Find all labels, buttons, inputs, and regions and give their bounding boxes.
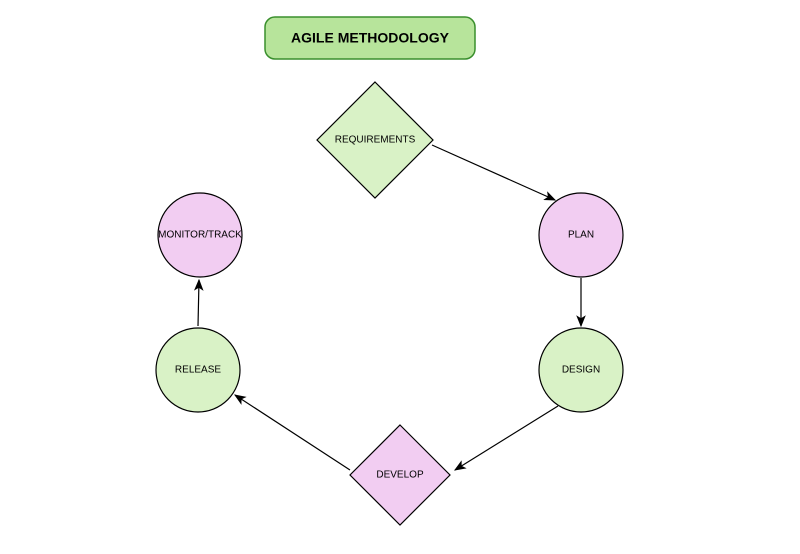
edges-layer (198, 145, 581, 470)
edge-develop-to-release (235, 395, 350, 470)
node-monitor: MONITOR/TRACK (158, 193, 242, 277)
node-label-release: RELEASE (175, 365, 221, 376)
node-design: DESIGN (539, 328, 623, 412)
node-plan: PLAN (539, 193, 623, 277)
edge-design-to-develop (455, 406, 558, 470)
node-label-develop: DEVELOP (376, 470, 424, 481)
node-label-plan: PLAN (568, 230, 594, 241)
node-label-design: DESIGN (562, 365, 600, 376)
nodes-layer: REQUIREMENTS PLAN DESIGN DEVELOP RELEASE MONI… (156, 82, 623, 525)
node-label-requirements: REQUIREMENTS (335, 135, 416, 146)
edge-release-to-monitor (198, 280, 199, 326)
node-release: RELEASE (156, 328, 240, 412)
diagram-title: AGILE METHODOLOGY (291, 30, 450, 46)
node-requirements: REQUIREMENTS (317, 82, 433, 198)
edge-requirements-to-plan (432, 145, 555, 200)
title-box: AGILE METHODOLOGY (265, 17, 475, 59)
node-develop: DEVELOP (350, 425, 450, 525)
agile-methodology-diagram: AGILE METHODOLOGY REQUIREMENTS PLAN DESIGN… (0, 0, 800, 554)
node-label-monitor: MONITOR/TRACK (158, 230, 242, 241)
